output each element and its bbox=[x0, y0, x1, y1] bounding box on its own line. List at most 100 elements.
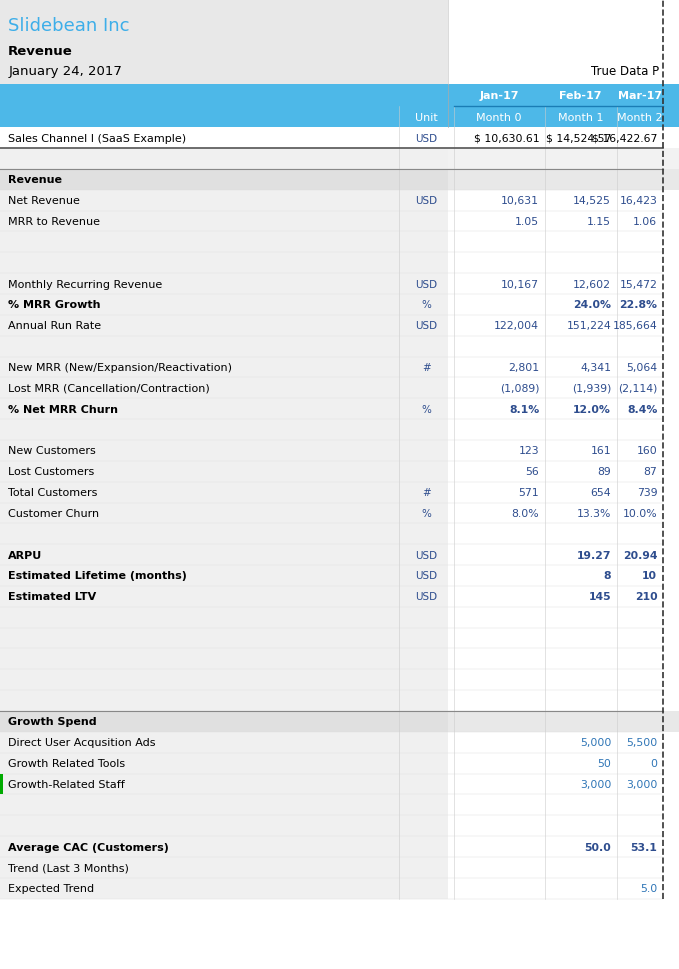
Bar bbox=[0, 233, 448, 253]
Bar bbox=[0, 774, 448, 795]
Bar bbox=[0, 191, 448, 211]
Bar bbox=[0, 795, 679, 816]
Text: Slidebean Inc: Slidebean Inc bbox=[8, 17, 130, 36]
Text: 50.0: 50.0 bbox=[585, 842, 611, 852]
Bar bbox=[0, 503, 679, 524]
Bar bbox=[0, 0, 448, 85]
Text: Monthly Recurring Revenue: Monthly Recurring Revenue bbox=[8, 279, 162, 289]
Text: 24.0%: 24.0% bbox=[573, 300, 611, 310]
Text: $ 16,422.67: $ 16,422.67 bbox=[592, 134, 657, 143]
Text: Revenue: Revenue bbox=[8, 45, 73, 57]
Text: Growth-Related Staff: Growth-Related Staff bbox=[8, 779, 125, 789]
Text: 5,500: 5,500 bbox=[626, 737, 657, 747]
Text: Sales Channel I (SaaS Example): Sales Channel I (SaaS Example) bbox=[8, 134, 186, 143]
Text: USD: USD bbox=[416, 592, 437, 602]
Bar bbox=[0, 316, 448, 336]
Bar bbox=[0, 85, 679, 108]
Text: 53.1: 53.1 bbox=[630, 842, 657, 852]
Bar bbox=[0, 483, 448, 503]
Text: 10,167: 10,167 bbox=[501, 279, 539, 289]
Text: 13.3%: 13.3% bbox=[576, 509, 611, 518]
Bar bbox=[0, 608, 448, 628]
Bar bbox=[0, 711, 679, 733]
Bar bbox=[0, 253, 448, 274]
Text: 12,602: 12,602 bbox=[573, 279, 611, 289]
Bar bbox=[0, 233, 679, 253]
Text: Month 2: Month 2 bbox=[617, 112, 663, 122]
Text: 161: 161 bbox=[591, 446, 611, 455]
Bar bbox=[0, 816, 679, 836]
Bar bbox=[0, 586, 679, 608]
Text: 87: 87 bbox=[644, 467, 657, 477]
Bar bbox=[0, 566, 448, 586]
Text: $ 10,630.61: $ 10,630.61 bbox=[473, 134, 539, 143]
Bar bbox=[0, 378, 679, 399]
Bar bbox=[0, 295, 448, 316]
Text: 8.4%: 8.4% bbox=[627, 404, 657, 414]
Text: 1.06: 1.06 bbox=[633, 217, 657, 227]
Text: 2,801: 2,801 bbox=[508, 362, 539, 372]
Text: 56: 56 bbox=[526, 467, 539, 477]
Text: 3,000: 3,000 bbox=[626, 779, 657, 789]
Text: Customer Churn: Customer Churn bbox=[8, 509, 99, 518]
Text: Estimated Lifetime (months): Estimated Lifetime (months) bbox=[8, 571, 187, 580]
Text: Revenue: Revenue bbox=[8, 175, 62, 185]
Text: 16,423: 16,423 bbox=[619, 196, 657, 205]
Bar bbox=[0, 461, 448, 483]
Text: True Data P: True Data P bbox=[591, 65, 659, 78]
Bar bbox=[0, 295, 679, 316]
Bar bbox=[0, 128, 448, 149]
Bar bbox=[0, 628, 679, 649]
Text: 571: 571 bbox=[519, 487, 539, 497]
Bar bbox=[0, 274, 679, 295]
Bar bbox=[0, 753, 679, 774]
Bar bbox=[0, 358, 448, 378]
Text: 145: 145 bbox=[589, 592, 611, 602]
Bar bbox=[0, 399, 448, 420]
Text: 4,341: 4,341 bbox=[580, 362, 611, 372]
Text: 8.1%: 8.1% bbox=[509, 404, 539, 414]
Text: %: % bbox=[422, 300, 431, 310]
Text: Lost Customers: Lost Customers bbox=[8, 467, 94, 477]
Bar bbox=[0, 378, 448, 399]
Text: USD: USD bbox=[416, 550, 437, 560]
Text: 50: 50 bbox=[598, 759, 611, 768]
Text: Average CAC (Customers): Average CAC (Customers) bbox=[8, 842, 169, 852]
Bar bbox=[0, 524, 679, 545]
Text: USD: USD bbox=[416, 279, 437, 289]
Text: 10: 10 bbox=[642, 571, 657, 580]
Text: %: % bbox=[422, 509, 431, 518]
Bar bbox=[0, 586, 448, 608]
Bar bbox=[0, 170, 448, 191]
Text: Month 0: Month 0 bbox=[476, 112, 522, 122]
Bar bbox=[0, 836, 679, 858]
Text: 654: 654 bbox=[591, 487, 611, 497]
Text: 0: 0 bbox=[650, 759, 657, 768]
Bar bbox=[0, 816, 448, 836]
Text: USD: USD bbox=[416, 321, 437, 330]
Text: 3,000: 3,000 bbox=[580, 779, 611, 789]
Bar bbox=[0, 774, 3, 795]
Text: Month 1: Month 1 bbox=[557, 112, 604, 122]
Bar bbox=[0, 128, 679, 149]
Bar bbox=[0, 170, 679, 191]
Bar bbox=[0, 524, 448, 545]
Bar bbox=[0, 649, 448, 670]
Text: 12.0%: 12.0% bbox=[573, 404, 611, 414]
Bar bbox=[0, 878, 448, 899]
Bar bbox=[0, 608, 679, 628]
Text: 10,631: 10,631 bbox=[501, 196, 539, 205]
Bar bbox=[0, 628, 448, 649]
Bar bbox=[0, 108, 679, 128]
Bar bbox=[0, 149, 679, 170]
Text: 20.94: 20.94 bbox=[623, 550, 657, 560]
Bar bbox=[0, 566, 679, 586]
Bar bbox=[0, 211, 679, 233]
Bar bbox=[0, 795, 448, 816]
Text: ARPU: ARPU bbox=[8, 550, 42, 560]
Text: (2,114): (2,114) bbox=[618, 384, 657, 393]
Bar bbox=[0, 545, 448, 566]
Bar bbox=[0, 441, 679, 461]
Text: Annual Run Rate: Annual Run Rate bbox=[8, 321, 101, 330]
Text: 5,064: 5,064 bbox=[626, 362, 657, 372]
